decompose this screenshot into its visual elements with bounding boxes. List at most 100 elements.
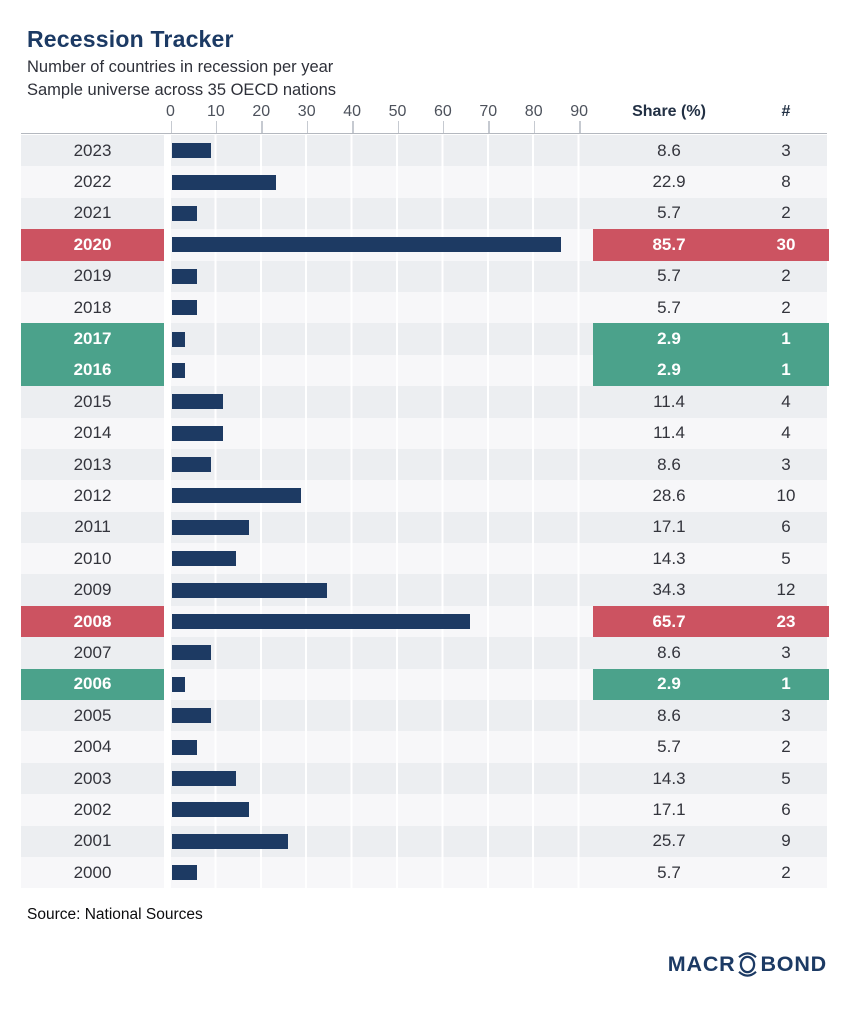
x-axis-tick-label: 70	[479, 103, 498, 120]
table-row: 2004 5.7 2	[0, 731, 850, 763]
year-label: 2023	[21, 135, 164, 167]
recession-bar	[171, 425, 224, 441]
share-value: 17.1	[652, 517, 686, 537]
table-row: 2001 25.7 9	[0, 825, 850, 857]
count-value: 3	[781, 454, 791, 474]
x-axis-tick-label: 90	[570, 103, 588, 120]
x-axis-tick-mark	[533, 121, 536, 133]
count-value: 2	[781, 266, 791, 286]
gridlines	[170, 762, 582, 795]
year-label: 2019	[21, 260, 164, 292]
recession-bar	[171, 143, 211, 159]
x-axis-tick-label: 20	[252, 103, 271, 120]
chart-band	[170, 856, 827, 889]
share-value: 8.6	[657, 642, 681, 662]
year-label: 2017	[21, 323, 164, 355]
table-row: 2013 8.6 3	[0, 448, 850, 481]
share-value: 25.7	[652, 831, 686, 851]
source-note: Source: National Sources	[27, 906, 203, 923]
year-label: 2006	[21, 668, 164, 701]
share-value: 11.4	[653, 391, 685, 411]
chart-subtitle-2: Sample universe across 35 OECD nations	[27, 81, 337, 99]
gridlines	[170, 543, 582, 575]
count-value: 10	[776, 485, 796, 505]
gridlines	[170, 323, 582, 355]
year-label: 2015	[21, 386, 164, 418]
table-row: 2010 14.3 5	[0, 543, 850, 575]
share-value: 17.1	[652, 799, 686, 819]
count-column-header: #	[781, 103, 791, 120]
x-axis-tick-label: 30	[297, 103, 316, 120]
chart-band	[170, 543, 827, 575]
chart-band	[170, 825, 827, 857]
year-label: 2008	[21, 605, 164, 638]
count-value: 2	[781, 862, 791, 882]
count-value: 3	[781, 705, 791, 725]
table-row: 2021 5.7 2	[0, 197, 850, 230]
chart-band	[170, 291, 827, 324]
page-title: Recession Tracker	[27, 26, 234, 52]
recession-bar	[171, 865, 198, 881]
table-row: 2022 22.9 8	[0, 166, 850, 198]
year-label: 2007	[21, 637, 164, 669]
year-label: 2010	[21, 543, 164, 575]
year-label: 2001	[21, 825, 164, 857]
highlight-block	[593, 229, 829, 261]
macrobond-logo: MACR BOND	[668, 951, 827, 978]
year-label: 2016	[21, 354, 164, 387]
highlight-block	[593, 605, 829, 638]
count-value: 9	[781, 831, 791, 851]
chart-band	[170, 197, 827, 230]
count-value: 2	[781, 297, 791, 317]
x-axis-tick-label: 0	[166, 103, 175, 120]
share-value: 5.7	[657, 203, 681, 223]
x-axis-tick-mark	[579, 121, 581, 133]
recession-bar	[171, 551, 237, 567]
recession-bar	[171, 645, 211, 661]
x-axis-tick-label: 40	[343, 103, 361, 120]
chart-band	[170, 731, 827, 763]
count-value: 3	[781, 140, 791, 160]
recession-bar	[171, 394, 224, 410]
share-value: 22.9	[652, 172, 686, 192]
count-value: 4	[781, 391, 791, 411]
table-row: 2006 2.9 1	[0, 668, 850, 701]
share-value: 34.3	[652, 580, 686, 600]
recession-bar	[171, 331, 185, 347]
gridlines	[170, 386, 582, 418]
share-value: 8.6	[657, 705, 681, 725]
gridlines	[170, 197, 582, 230]
count-value: 1	[781, 329, 791, 349]
table-row: 2005 8.6 3	[0, 700, 850, 732]
share-value: 2.9	[657, 674, 681, 694]
year-label: 2009	[21, 574, 164, 606]
year-label: 2002	[21, 794, 164, 826]
table-row: 2020 85.7 30	[0, 229, 850, 261]
recession-bar	[171, 457, 211, 473]
gridlines	[170, 668, 582, 701]
year-label: 2013	[21, 448, 164, 481]
share-value: 5.7	[657, 862, 681, 882]
count-value: 12	[776, 580, 796, 600]
recession-bar	[171, 362, 185, 378]
chart-band	[170, 794, 827, 826]
recession-bar	[171, 237, 561, 253]
x-axis-tick-label: 80	[524, 103, 543, 120]
x-axis-tick-mark	[442, 121, 445, 133]
x-axis-tick-label: 60	[433, 103, 452, 120]
share-value: 14.3	[652, 768, 686, 788]
x-axis-tick-label: 10	[206, 103, 225, 120]
year-label: 2004	[21, 731, 164, 763]
recession-bar	[171, 771, 237, 786]
share-value: 2.9	[657, 360, 681, 380]
chart-band	[170, 135, 827, 167]
share-column-header: Share (%)	[632, 103, 706, 120]
recession-bar	[171, 582, 328, 598]
year-label: 2014	[21, 417, 164, 449]
logo-text-pre: MACR	[667, 952, 736, 976]
table-row: 2009 34.3 12	[0, 574, 850, 606]
recession-bar	[171, 205, 198, 221]
x-axis-tick-label: 50	[388, 103, 407, 120]
table-row: 2017 2.9 1	[0, 323, 850, 355]
recession-table: 2023 8.6 3 2022 22.9 8 2021 5.7 2 2020 85.7 30 2019 5…	[0, 135, 850, 889]
